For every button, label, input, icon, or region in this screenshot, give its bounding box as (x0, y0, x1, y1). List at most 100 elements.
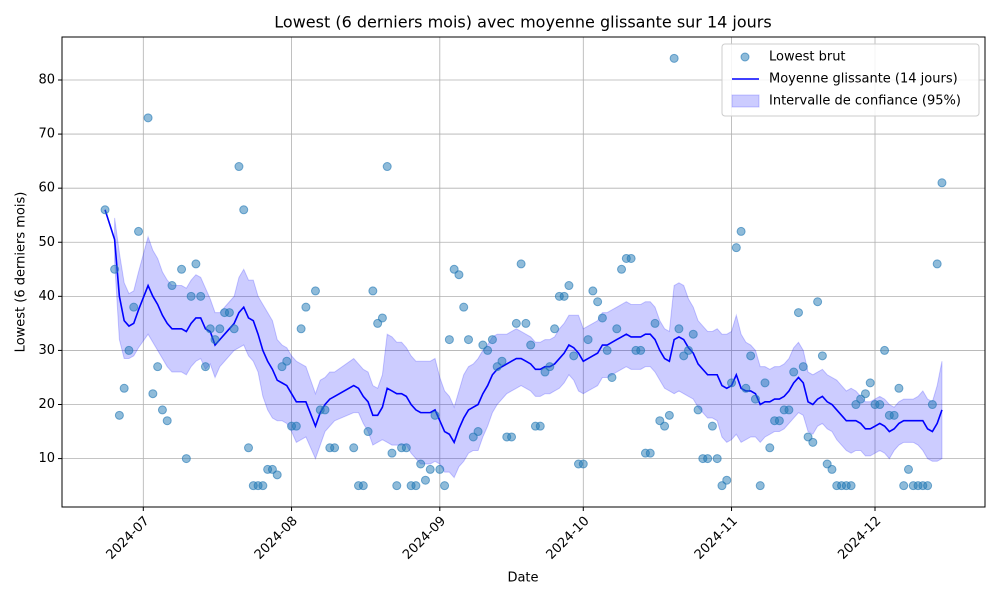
legend-label: Moyenne glissante (14 jours) (769, 72, 958, 87)
scatter-point (875, 400, 885, 410)
scatter-point (205, 324, 215, 334)
scatter-point (784, 405, 794, 415)
scatter-point (889, 410, 899, 420)
plot-frame (61, 36, 986, 508)
scatter-point (440, 481, 450, 491)
scatter-point (727, 378, 737, 388)
scatter-point (301, 302, 311, 312)
scatter-point (296, 324, 306, 334)
scatter-point (664, 410, 674, 420)
scatter-point (224, 308, 234, 318)
scatter-point (507, 432, 517, 442)
scatter-point (186, 291, 196, 301)
scatter-point (129, 302, 139, 312)
scatter-point (124, 345, 134, 355)
scatter-point (392, 481, 402, 491)
scatter-point (674, 324, 684, 334)
scatter-point (239, 205, 249, 215)
scatter-point (636, 345, 646, 355)
scatter-point (435, 464, 445, 474)
legend: Lowest brut Moyenne glissante (14 jours) I… (721, 43, 980, 117)
scatter-point (617, 264, 627, 274)
scatter-point (430, 410, 440, 420)
scatter-point (526, 340, 536, 350)
scatter-point (688, 329, 698, 339)
y-tick-label: 20 (38, 397, 55, 412)
scatter-point (358, 481, 368, 491)
scatter-point (196, 291, 206, 301)
legend-label: Lowest brut (769, 50, 846, 65)
scatter-point (153, 362, 163, 372)
scatter-point (110, 264, 120, 274)
y-tick-label: 30 (38, 343, 55, 358)
scatter-point (813, 297, 823, 307)
scatter-point (310, 286, 320, 296)
scatter-point (444, 335, 454, 345)
scatter-point (464, 335, 474, 345)
scatter-point (626, 253, 636, 263)
scatter-point (583, 335, 593, 345)
legend-swatch (731, 94, 760, 108)
scatter-point (119, 383, 129, 393)
scatter-point (597, 313, 607, 323)
scatter-point (683, 345, 693, 355)
scatter-point (932, 259, 942, 269)
scatter-point (330, 443, 340, 453)
scatter-point (593, 297, 603, 307)
scatter-point (229, 324, 239, 334)
scatter-point (736, 226, 746, 236)
scatter-point (741, 383, 751, 393)
scatter-point (746, 351, 756, 361)
scatter-point (454, 270, 464, 280)
scatter-point (483, 345, 493, 355)
scatter-point (272, 470, 282, 480)
scatter-point (411, 481, 421, 491)
scatter-point (114, 410, 124, 420)
scatter-point (645, 448, 655, 458)
y-tick-label: 80 (38, 72, 55, 87)
scatter-point (382, 162, 392, 172)
scatter-point (320, 405, 330, 415)
scatter-point (210, 335, 220, 345)
scatter-point (923, 481, 933, 491)
scatter-point (244, 443, 254, 453)
scatter-point (817, 351, 827, 361)
scatter-point (425, 464, 435, 474)
scatter-point (200, 362, 210, 372)
scatter-point (559, 291, 569, 301)
scatter-point (602, 345, 612, 355)
scatter-point (903, 464, 913, 474)
scatter-point (722, 475, 732, 485)
scatter-point (612, 324, 622, 334)
scatter-point (258, 481, 268, 491)
scatter-point (387, 448, 397, 458)
scatter-point (157, 405, 167, 415)
chart-title: Lowest (6 derniers mois) avec moyenne gl… (274, 13, 771, 32)
scatter-point (693, 405, 703, 415)
y-tick-label: 70 (38, 127, 55, 142)
scatter-point (420, 475, 430, 485)
scatter-point (368, 286, 378, 296)
y-tick-label: 50 (38, 235, 55, 250)
scatter-point (846, 481, 856, 491)
scatter-point (416, 459, 426, 469)
y-tick-label: 60 (38, 181, 55, 196)
scatter-point (401, 443, 411, 453)
scatter-point (191, 259, 201, 269)
scatter-point (516, 259, 526, 269)
scatter-point (215, 324, 225, 334)
y-axis-label: Lowest (6 derniers mois) (14, 192, 29, 353)
legend-label: Intervalle de confiance (95%) (769, 94, 961, 109)
scatter-point (282, 356, 292, 366)
scatter-point (750, 394, 760, 404)
scatter-point (100, 205, 110, 215)
scatter-point (765, 443, 775, 453)
scatter-point (234, 162, 244, 172)
scatter-point (860, 389, 870, 399)
scatter-point (459, 302, 469, 312)
scatter-point (827, 464, 837, 474)
scatter-point (550, 324, 560, 334)
x-axis-label: Date (507, 571, 538, 586)
scatter-point (774, 416, 784, 426)
